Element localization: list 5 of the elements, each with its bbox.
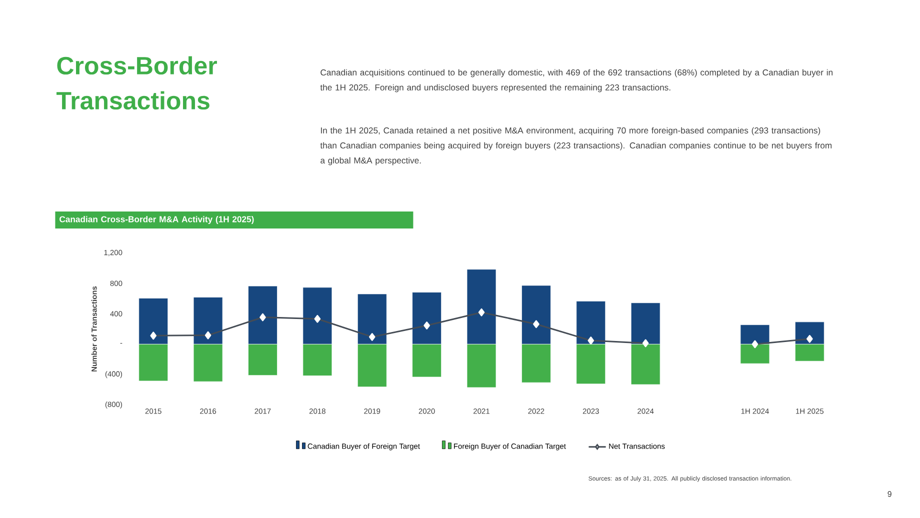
text: In the 1H 2025, Canada retained a net positive M&A environment, acquiring 70 more foreign-based companies (293 transactions) than Canadian companies being acquired by foreign buyers (223 transactions). Canadian companies continue to be net buyers from a global M&A perspective. [320,127,832,166]
chart-subtitle: Canadian Cross-Border M&A Activity (1H 2025) [60,216,254,224]
text: Canadian acquisitions continued to be generally domestic, with 469 of the 692 transactions (68%) completed by a Canadian buyer in the 1H 2025. Foreign and undisclosed buyers represented the remaining 223 transactions. [320,69,832,92]
chart-title: Cross-Border Transactions [56,56,217,110]
text: 9 [888,491,892,497]
